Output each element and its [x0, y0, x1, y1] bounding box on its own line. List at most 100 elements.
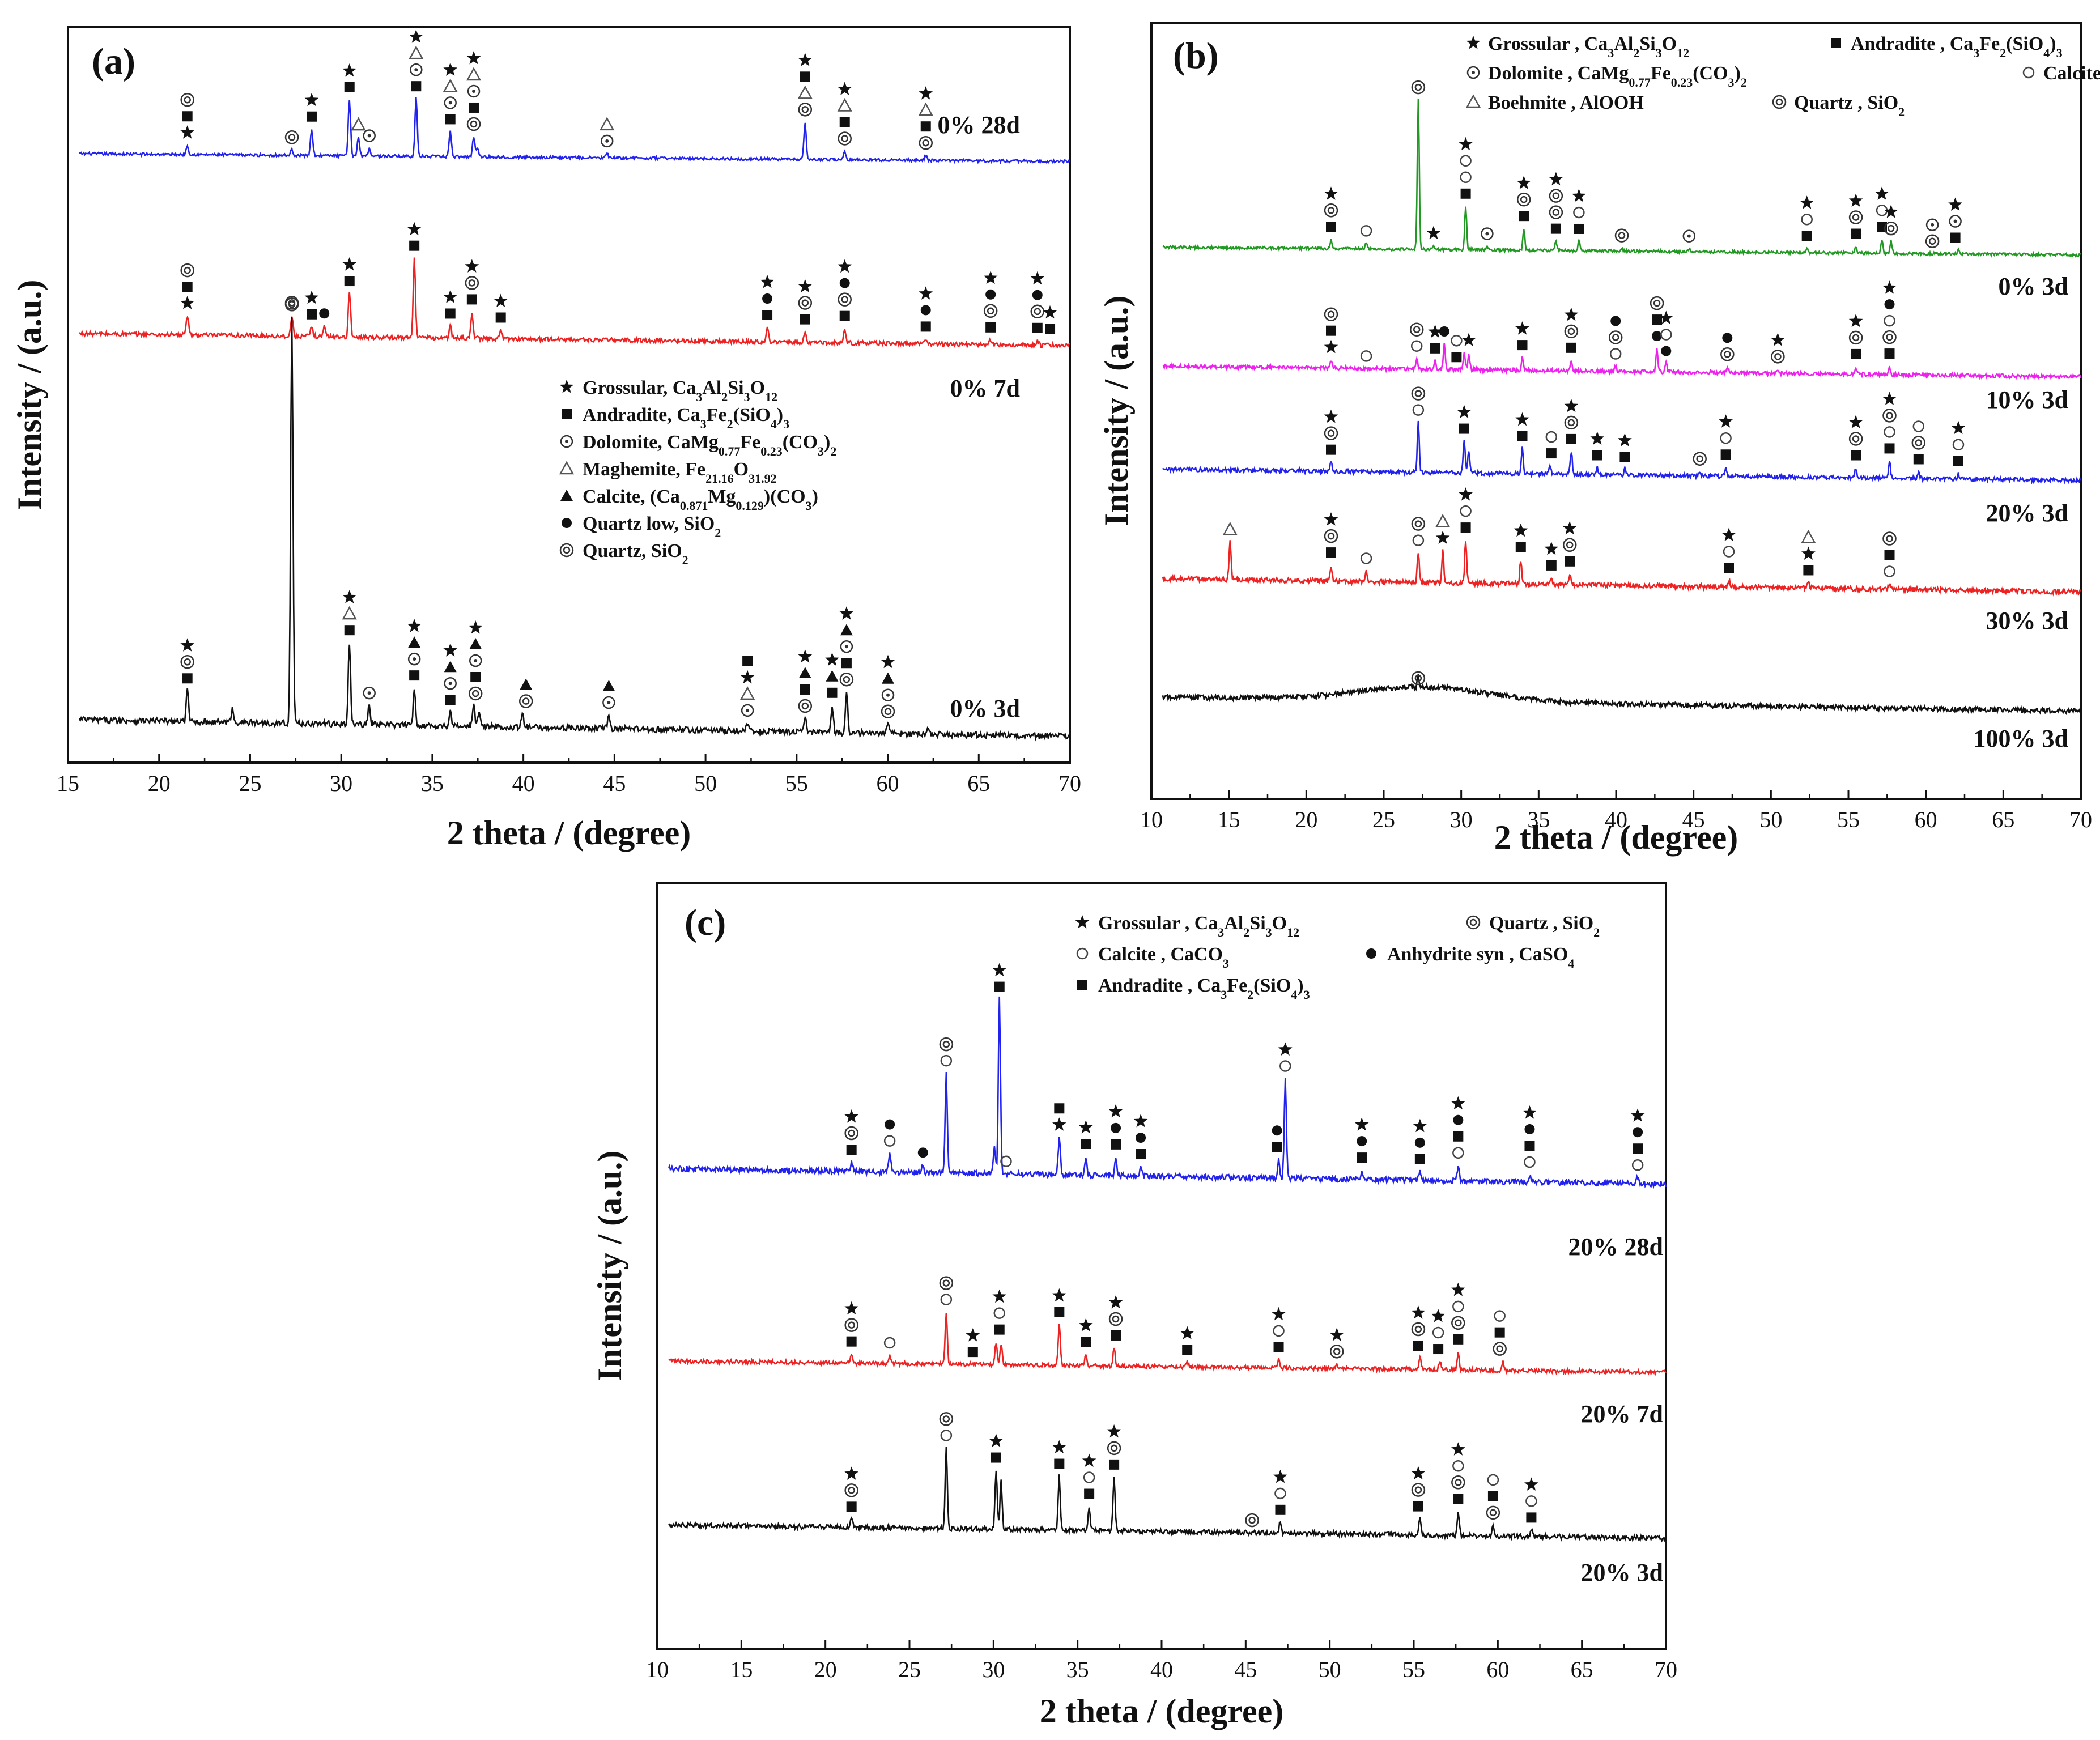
panel-b-ticks: 10 15 20 25 30 35 40 45 50 55 60 65 70: [1140, 790, 2092, 832]
legend-marker-star: [559, 380, 574, 393]
peak-marker-double-circle: [1911, 436, 1926, 450]
x-tick-label: 35: [421, 771, 444, 796]
peak-marker-double-circle: [1329, 1345, 1344, 1359]
peak-marker-star: [1052, 1440, 1066, 1454]
peak-marker-open-circle: [1000, 1155, 1012, 1168]
peak-marker-square: [1950, 232, 1961, 243]
peak-marker-square: [1720, 449, 1731, 460]
series-label: 20% 7d: [1581, 1400, 1663, 1428]
peak-marker-triangle-open: [443, 78, 458, 92]
peak-marker-dot: [1136, 1133, 1146, 1143]
peak-marker-double-circle: [1411, 517, 1426, 531]
peak-marker-dot-circle: [407, 652, 421, 666]
peak-marker-triangle: [798, 666, 811, 678]
peak-marker-double-circle: [284, 130, 299, 144]
peak-marker-square: [445, 114, 456, 125]
peak-marker-triangle-open: [797, 85, 813, 99]
peak-marker-open-circle: [1609, 348, 1622, 360]
peak-marker-square: [762, 310, 773, 321]
peak-marker-star: [798, 53, 813, 66]
xrd-curve-0-3d: [78, 317, 1071, 742]
peak-marker-dot-circle: [444, 96, 457, 109]
legend-marker-double-circle: [559, 543, 574, 558]
x-tick-label: 65: [1571, 1657, 1593, 1682]
peak-marker-square: [1111, 1139, 1121, 1150]
peak-marker-square: [409, 240, 420, 251]
peak-marker-square: [1081, 1139, 1091, 1150]
peak-marker-double-circle: [798, 699, 813, 713]
peak-marker-star: [1618, 433, 1632, 446]
peak-marker-open-circle: [993, 1307, 1005, 1319]
peak-marker-double-circle: [839, 672, 854, 687]
peak-marker-double-circle: [1486, 1505, 1500, 1520]
peak-marker-square: [1592, 450, 1602, 461]
peak-marker-open-circle: [1723, 546, 1735, 558]
peak-marker-star: [494, 293, 508, 307]
x-tick-label: 50: [1319, 1657, 1341, 1682]
x-tick-label: 40: [1150, 1657, 1173, 1682]
xrd-curve-100-3d: [1162, 674, 2082, 716]
peak-marker-double-circle: [1451, 1316, 1465, 1330]
peak-marker-square: [1884, 550, 1895, 560]
peak-marker-star: [1078, 1120, 1093, 1134]
xrd-curve-0-28d: [79, 97, 1071, 165]
peak-marker-star: [1801, 546, 1816, 560]
peak-marker-square: [1433, 1344, 1444, 1355]
peak-marker-star: [466, 51, 481, 65]
peak-marker-square: [1884, 443, 1895, 454]
series-label: 20% 3d: [1986, 499, 2068, 527]
series-label: 100% 3d: [1974, 725, 2068, 752]
peak-marker-square: [470, 672, 481, 682]
peak-marker-square: [985, 322, 996, 333]
peak-marker-dot-circle: [444, 677, 457, 690]
peak-marker-dot-circle: [363, 686, 376, 700]
peak-marker-dot: [1272, 1125, 1282, 1136]
peak-marker-open-circle: [1631, 1159, 1644, 1171]
peak-marker-triangle-open: [918, 102, 933, 116]
peak-marker-dot-circle: [600, 134, 614, 148]
peak-marker-double-circle: [1614, 228, 1629, 243]
peak-marker-double-circle: [939, 1412, 954, 1426]
peak-marker-dot: [319, 308, 330, 319]
x-tick-label: 50: [694, 771, 717, 796]
peak-marker-star: [1951, 420, 1966, 435]
peak-marker-double-circle: [838, 292, 852, 307]
peak-marker-square: [1851, 348, 1861, 359]
peak-marker-square: [1326, 547, 1336, 558]
peak-marker-star: [1043, 305, 1057, 319]
peak-marker-square: [1546, 560, 1557, 571]
peak-marker-star: [1451, 1096, 1465, 1110]
peak-marker-open-circle: [1660, 329, 1672, 341]
peak-marker-triangle: [826, 670, 839, 682]
peak-marker-star: [1719, 414, 1733, 428]
peak-marker-square: [306, 111, 317, 122]
peak-marker-square: [344, 276, 355, 287]
peak-marker-triangle: [602, 680, 615, 692]
peak-marker-star: [443, 643, 458, 657]
peak-marker-double-circle: [180, 655, 194, 669]
peak-marker-dot: [839, 278, 850, 288]
peak-marker-double-circle: [844, 1483, 858, 1497]
x-tick-label: 60: [877, 771, 899, 796]
legend-marker-triangle-open: [559, 461, 575, 475]
peak-marker-double-circle: [1693, 452, 1707, 466]
peak-marker-square: [1326, 444, 1336, 455]
peak-marker-open-circle: [1279, 1060, 1291, 1072]
legend-marker-open-circle: [2022, 66, 2035, 79]
peak-marker-open-circle: [1452, 1147, 1464, 1159]
peak-marker-square: [839, 117, 850, 127]
peak-marker-square: [800, 314, 810, 325]
peak-marker-square: [1494, 1327, 1505, 1338]
legend-entry: Calcite , CaCO3: [2043, 63, 2100, 90]
peak-marker-star: [1108, 1295, 1123, 1309]
peak-marker-dot-circle: [840, 640, 853, 653]
peak-marker-triangle-open: [342, 606, 357, 620]
peak-marker-square: [1724, 563, 1734, 573]
peak-marker-dot: [985, 289, 996, 300]
legend-marker-square: [1831, 38, 1841, 48]
panel-b-curves: 0% 3d 10% 3d 20% 3d 30% 3d 100% 3d: [1162, 80, 2082, 752]
peak-marker-open-circle: [1573, 206, 1585, 219]
peak-marker-square: [846, 1501, 857, 1512]
peak-marker-square: [920, 321, 931, 332]
peak-marker-double-circle: [1549, 189, 1563, 203]
